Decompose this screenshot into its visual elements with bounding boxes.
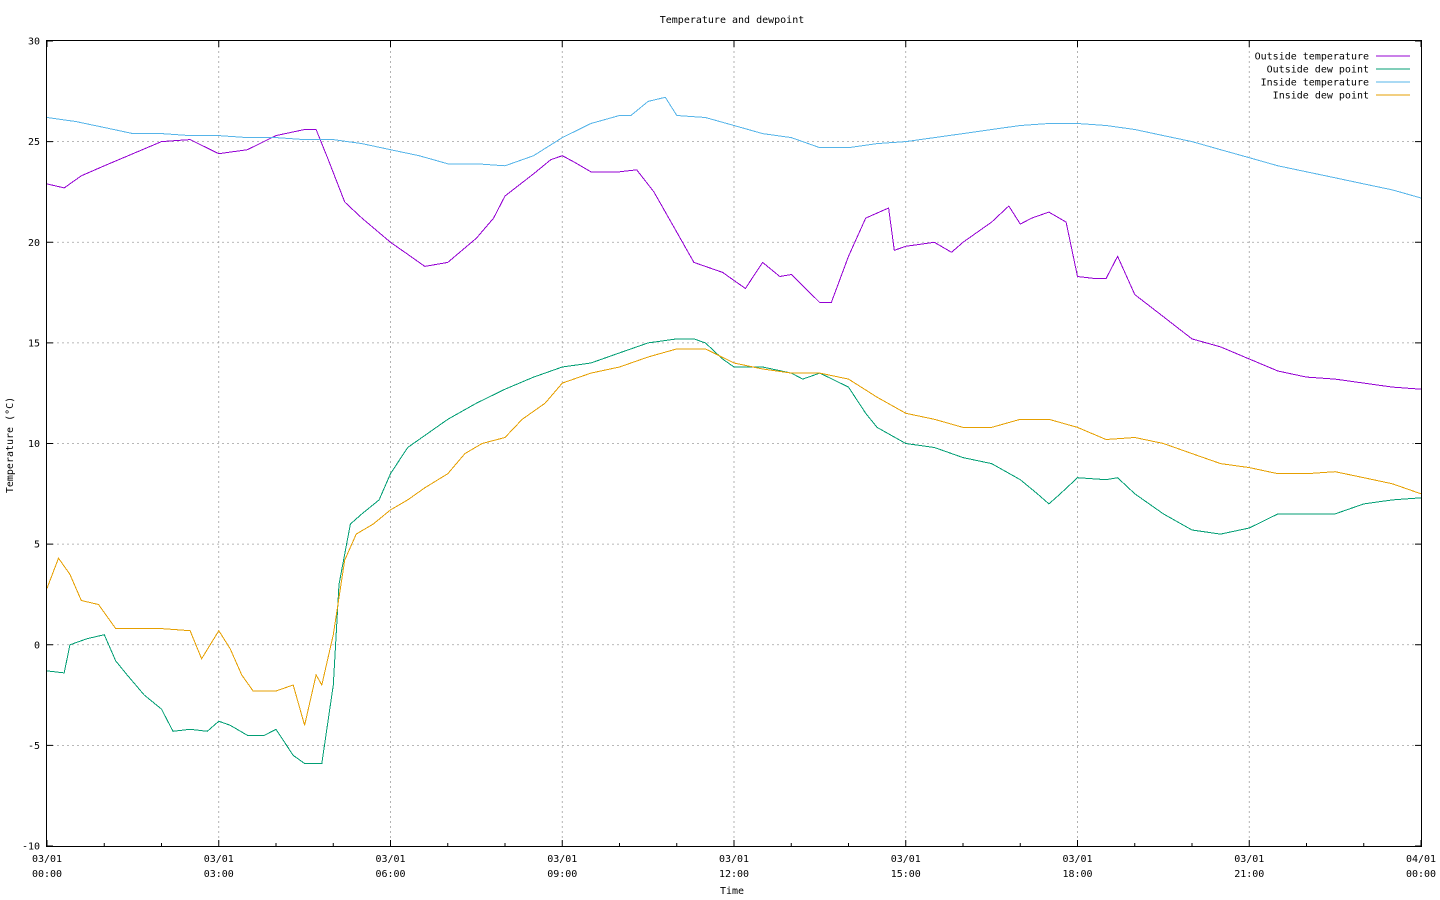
legend-label: Outside temperature: [1255, 52, 1369, 63]
y-tick-label: 25: [28, 137, 40, 148]
series-line-0: [46, 129, 1422, 390]
x-tick-label-date: 03/01: [1062, 854, 1092, 865]
plot-frame: [46, 40, 1422, 847]
grid: [47, 41, 1421, 846]
y-tick-label: 0: [34, 640, 40, 651]
y-axis-label: Temperature (°C): [5, 397, 16, 493]
series-group: [46, 96, 1422, 764]
x-tick-label-date: 03/01: [891, 854, 921, 865]
x-tick-label-date: 03/01: [375, 854, 405, 865]
x-tick-label-time: 18:00: [1062, 869, 1092, 880]
x-tick-label-date: 03/01: [719, 854, 749, 865]
chart-title: Temperature and dewpoint: [660, 15, 805, 26]
x-tick-label-time: 15:00: [891, 869, 921, 880]
x-axis-label: Time: [720, 886, 744, 897]
x-tick-label-time: 09:00: [547, 869, 577, 880]
x-tick-label-time: 00:00: [32, 869, 62, 880]
y-tick-label: 20: [28, 238, 40, 249]
y-tick-label: 5: [34, 540, 40, 551]
x-tick-label-date: 03/01: [1234, 854, 1264, 865]
x-tick-label-time: 21:00: [1234, 869, 1264, 880]
x-tick-label-date: 03/01: [32, 854, 62, 865]
x-tick-label-date: 03/01: [547, 854, 577, 865]
y-tick-label: 30: [28, 37, 40, 48]
tick-group: -10 -5 0 5 10 15 20 25 30 03/01 00:00 03/01 03:00 03/…: [22, 37, 1436, 881]
series-line-3: [46, 348, 1422, 726]
x-tick-label-time: 12:00: [719, 869, 749, 880]
legend: Outside temperature Outside dew point Insi…: [1255, 52, 1410, 102]
x-tick-label-date: 03/01: [204, 854, 234, 865]
x-tick-label-date: 04/01: [1406, 854, 1436, 865]
y-tick-label: 15: [28, 338, 40, 349]
x-tick-label-time: 06:00: [375, 869, 405, 880]
y-tick-label: -5: [28, 741, 40, 752]
x-tick-label-time: 00:00: [1406, 869, 1436, 880]
legend-label: Inside dew point: [1273, 91, 1369, 102]
series-line-2: [46, 96, 1422, 199]
legend-label: Inside temperature: [1261, 78, 1369, 89]
legend-label: Outside dew point: [1267, 65, 1369, 76]
x-tick-label-time: 03:00: [204, 869, 234, 880]
y-tick-label: -10: [22, 842, 40, 853]
series-line-1: [46, 338, 1422, 764]
y-tick-label: 10: [28, 439, 40, 450]
